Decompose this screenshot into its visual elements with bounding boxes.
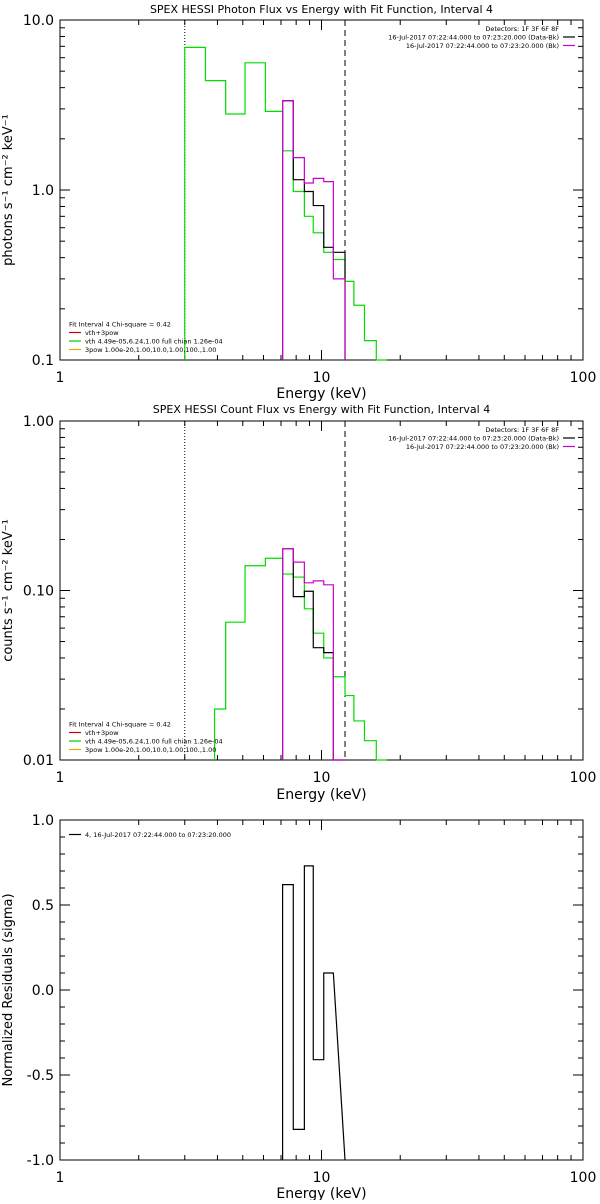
y-tick-label: 0.10 [23,584,54,600]
series-1-histogram [184,46,387,361]
chart-panel-2: SPEX HESSI Count Flux vs Energy with Fit… [1,403,596,803]
chart-title: SPEX HESSI Count Flux vs Energy with Fit… [153,403,490,416]
series-1-histogram [213,557,387,761]
x-tick-label: 1 [56,1170,65,1186]
plot-frame [59,420,584,761]
series-3-histogram [282,548,346,761]
y-tick-label: 1.00 [23,414,54,430]
x-tick-label: 10 [313,770,331,786]
y-axis-label: photons s⁻¹ cm⁻² keV⁻¹ [1,114,16,266]
x-tick-label: 100 [570,1170,597,1186]
plot-frame [59,19,584,361]
x-tick-label: 100 [570,370,597,386]
y-axis-label: Normalized Residuals (sigma) [1,893,16,1086]
y-tick-label: -1.0 [27,1153,54,1169]
chart-title: SPEX HESSI Photon Flux vs Energy with Fi… [150,3,493,16]
y-tick-label: 0.5 [32,898,54,914]
y-tick-label: 0.1 [32,353,54,369]
legend-left-entry: 3pow 1.00e-20,1.00,10.0,1.00,100.,1.00 [85,746,216,754]
x-tick-label: 1 [56,370,65,386]
legend-left-entry: 4, 16-Jul-2017 07:22:44.000 to 07:23:20.… [85,831,231,839]
legend-left-entry: vth+3pow [85,329,119,337]
y-tick-label: 1.0 [32,183,54,199]
legend-right-entry: 16-Jul-2017 07:22:44.000 to 07:23:20.000… [406,42,559,50]
legend-left-entry: vth+3pow [85,729,119,737]
x-tick-label: 100 [570,770,597,786]
legend-left-entry: vth 4.49e-05,6.24,1.00 full chian 1.26e-… [85,738,223,746]
x-axis-label: Energy (keV) [276,386,366,402]
legend-left-entry: vth 4.49e-05,6.24,1.00 full chian 1.26e-… [85,338,223,346]
y-tick-label: -0.5 [27,1068,54,1084]
legend-right-entry: Detectors: 1F 3F 6F 8F [485,426,559,434]
y-tick-label: 10.0 [23,13,54,29]
x-tick-label: 10 [313,370,331,386]
legend-right-entry: 16-Jul-2017 07:22:44.000 to 07:23:20.000… [406,443,559,451]
x-axis-label: Energy (keV) [276,787,366,803]
y-tick-label: 0.0 [32,983,54,999]
y-tick-label: 0.01 [23,753,54,769]
y-tick-label: 1.0 [32,813,54,829]
legend-right-entry: 16-Jul-2017 07:22:44.000 to 07:23:20.000… [388,34,559,42]
legend-left-entry: Fit Interval 4 Chi-square = 0.42 [69,721,171,729]
legend-left-entry: 3pow 1.00e-20,1.00,10.0,1.00,100.,1.00 [85,346,216,354]
legend-right-entry: Detectors: 1F 3F 6F 8F [485,25,559,33]
plot-frame [59,819,584,1161]
legend-left-entry: Fit Interval 4 Chi-square = 0.42 [69,321,171,329]
series-3-histogram [282,100,346,360]
chart-panel-1: SPEX HESSI Photon Flux vs Energy with Fi… [1,3,596,402]
x-tick-label: 10 [313,1170,331,1186]
y-axis-label: counts s⁻¹ cm⁻² keV⁻¹ [1,519,16,662]
chart-panel-3: 1 10 100 -1.0 -0.5 0.0 0.5 1.0 Energy (keV) Norma… [1,813,597,1202]
x-tick-label: 1 [56,770,65,786]
series-1-histogram [282,865,346,1161]
x-axis-label: Energy (keV) [276,1186,366,1200]
legend-right-entry: 16-Jul-2017 07:22:44.000 to 07:23:20.000… [388,435,559,443]
